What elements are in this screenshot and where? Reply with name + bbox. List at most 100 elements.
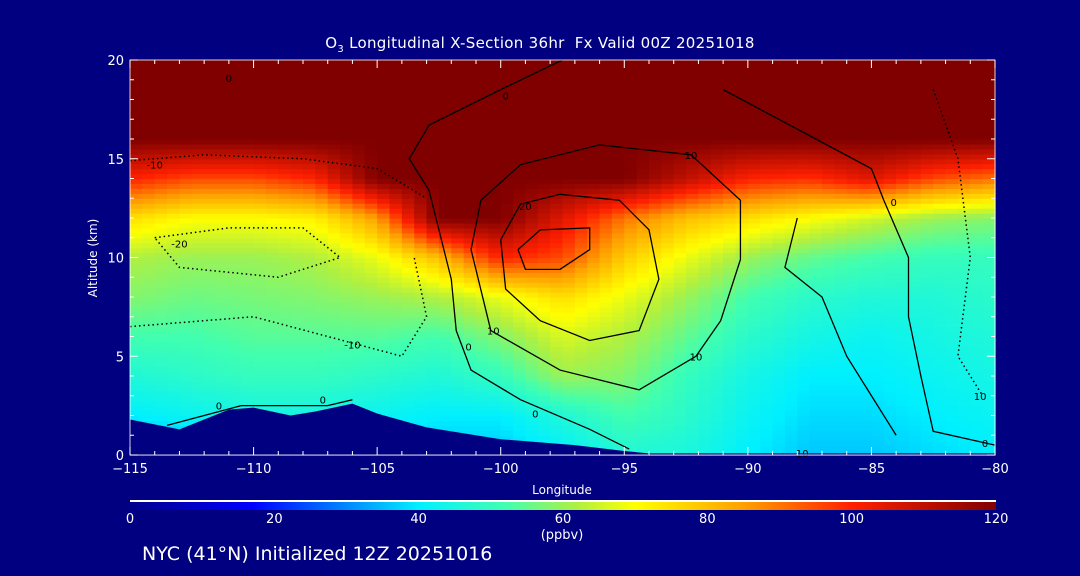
heatmap-cell [649, 114, 662, 120]
heatmap-cell [822, 129, 835, 135]
heatmap-cell [636, 385, 650, 392]
heatmap-cell [216, 227, 230, 234]
heatmap-cell [389, 262, 403, 268]
heatmap-cell [389, 356, 403, 362]
heatmap-cell [513, 173, 527, 180]
heatmap-cell [735, 193, 749, 199]
heatmap-cell [500, 64, 514, 71]
heatmap-cell [636, 227, 650, 234]
heatmap-cell [636, 435, 650, 441]
heatmap-cell [401, 213, 415, 219]
heatmap-cell [735, 99, 749, 106]
heatmap-cell [142, 262, 156, 268]
heatmap-cell [142, 331, 156, 338]
heatmap-cell [846, 148, 860, 155]
heatmap-cell [871, 267, 885, 273]
heatmap-cell [278, 158, 292, 165]
heatmap-cell [772, 89, 786, 96]
heatmap-cell [636, 257, 650, 264]
heatmap-cell [401, 114, 415, 120]
heatmap-cell [130, 218, 143, 224]
heatmap-cell [179, 351, 193, 357]
heatmap-cell [130, 356, 143, 362]
heatmap-cell [599, 282, 613, 288]
heatmap-cell [290, 79, 304, 86]
heatmap-cell [364, 84, 378, 91]
heatmap-cell [364, 331, 378, 338]
heatmap-cell [587, 60, 601, 66]
heatmap-cell [389, 346, 403, 352]
heatmap-cell [327, 371, 341, 377]
heatmap-cell [846, 292, 860, 298]
heatmap-cell [253, 114, 267, 120]
heatmap-cell [661, 218, 675, 224]
heatmap-cell [228, 341, 242, 347]
heatmap-cell [760, 153, 774, 160]
heatmap-cell [760, 134, 774, 140]
heatmap-cell [451, 311, 465, 318]
heatmap-cell [290, 148, 304, 155]
heatmap-cell [204, 272, 218, 278]
heatmap-cell [710, 64, 724, 71]
heatmap-cell [809, 64, 823, 71]
heatmap-cell [340, 139, 354, 145]
heatmap-cell [401, 60, 415, 66]
heatmap-cell [241, 109, 255, 115]
heatmap-cell [204, 306, 218, 313]
heatmap-cell [797, 435, 811, 441]
heatmap-cell [525, 356, 539, 362]
heatmap-cell [846, 395, 860, 402]
heatmap-cell [624, 227, 638, 234]
heatmap-cell [327, 232, 341, 239]
heatmap-cell [784, 74, 798, 81]
heatmap-cell [636, 99, 650, 106]
heatmap-cell [191, 193, 205, 199]
heatmap-cell [315, 158, 329, 165]
heatmap-cell [265, 213, 279, 219]
heatmap-cell [228, 168, 242, 175]
heatmap-cell [154, 222, 168, 229]
heatmap-cell [154, 74, 168, 81]
heatmap-cell [315, 400, 329, 407]
heatmap-cell [673, 257, 687, 264]
heatmap-cell [476, 306, 489, 313]
heatmap-cell [550, 435, 564, 441]
heatmap-cell [525, 430, 539, 436]
heatmap-cell [488, 139, 502, 145]
heatmap-cell [179, 287, 193, 293]
heatmap-cell [278, 203, 292, 209]
heatmap-cell [315, 356, 329, 362]
heatmap-cell [253, 99, 267, 106]
heatmap-cell [364, 311, 378, 318]
heatmap-cell [216, 247, 230, 254]
heatmap-cell [463, 227, 477, 234]
heatmap-cell [426, 326, 440, 333]
heatmap-cell [438, 163, 452, 170]
heatmap-cell [624, 60, 638, 66]
heatmap-cell [599, 188, 613, 194]
heatmap-cell [747, 69, 761, 76]
heatmap-cell [649, 247, 662, 254]
heatmap-cell [562, 316, 576, 323]
heatmap-cell [204, 89, 218, 96]
heatmap-cell [167, 143, 181, 150]
heatmap-cell [179, 385, 193, 392]
heatmap-cell [191, 415, 205, 422]
heatmap-cell [204, 74, 218, 81]
heatmap-cell [587, 282, 601, 288]
heatmap-cell [476, 114, 489, 120]
heatmap-cell [179, 306, 193, 313]
heatmap-cell [686, 74, 700, 81]
heatmap-cell [290, 114, 304, 120]
heatmap-cell [834, 94, 848, 101]
heatmap-cell [179, 380, 193, 387]
heatmap-cell [241, 311, 255, 318]
heatmap-cell [488, 124, 502, 130]
heatmap-cell [377, 267, 391, 273]
heatmap-cell [747, 410, 761, 417]
heatmap-cell [401, 415, 415, 422]
heatmap-cell [228, 74, 242, 81]
heatmap-cell [846, 410, 860, 417]
heatmap-cell [438, 282, 452, 288]
heatmap-cell [760, 301, 774, 308]
